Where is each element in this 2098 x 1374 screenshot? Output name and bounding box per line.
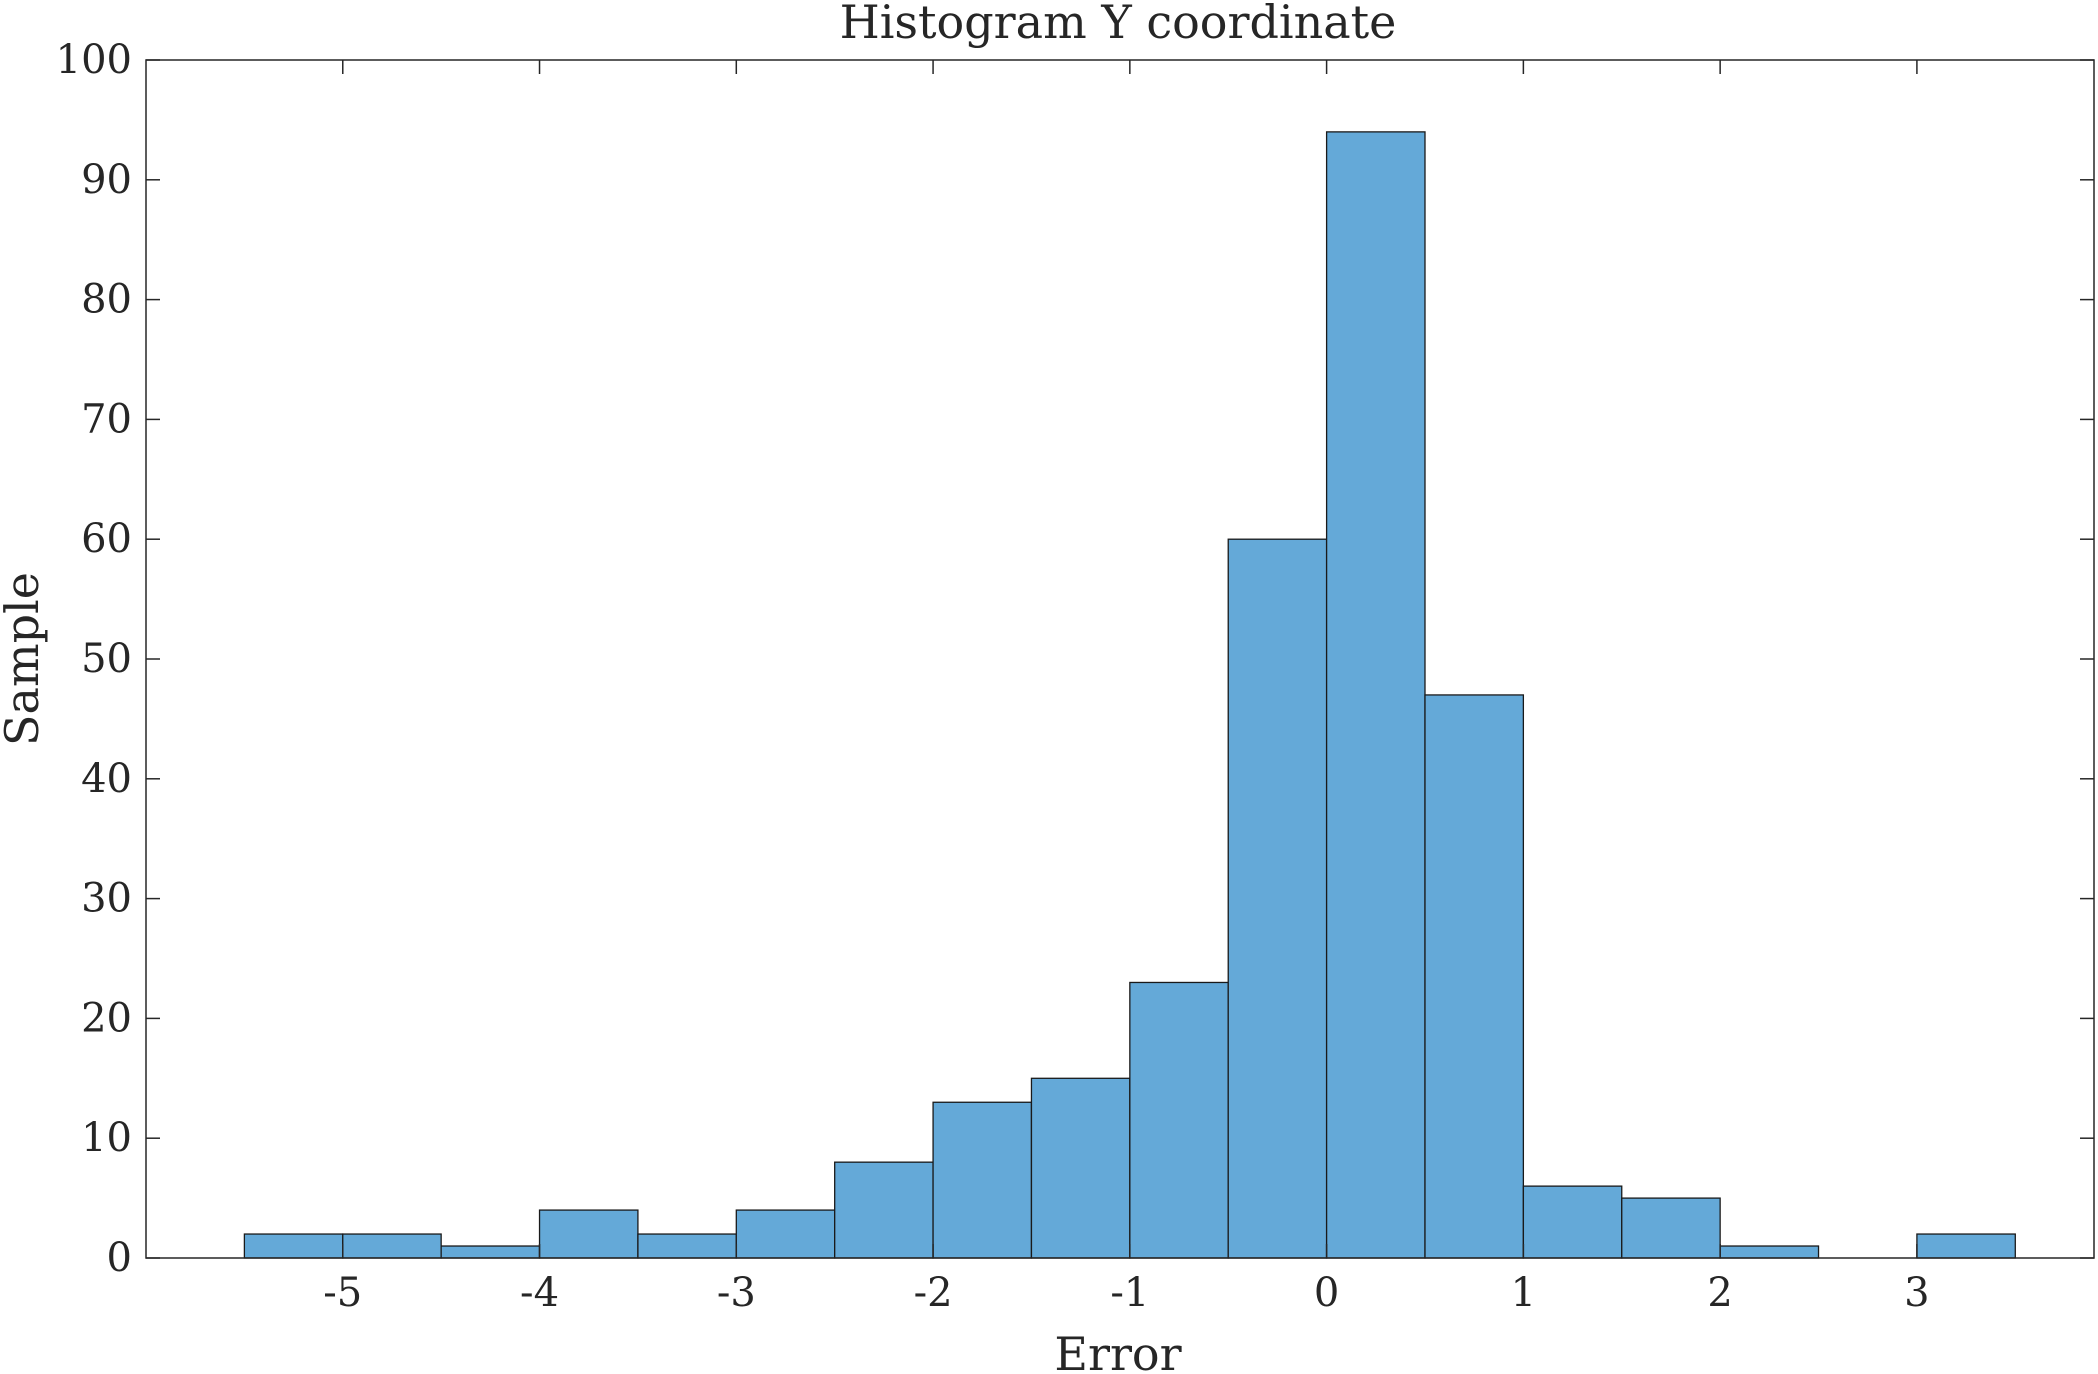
- y-tick-label: 70: [81, 396, 132, 442]
- histogram-bar: [735, 1209, 836, 1259]
- histogram-bar: [1621, 1197, 1721, 1259]
- x-tick-label: -1: [1110, 1270, 1149, 1316]
- x-tick-label: 3: [1904, 1270, 1929, 1316]
- histogram-bar: [1227, 538, 1328, 1259]
- y-tick-label: 40: [81, 756, 132, 802]
- y-tick-label: 30: [81, 876, 132, 922]
- histogram-bar: [342, 1233, 442, 1259]
- plot-area: [146, 60, 2094, 1258]
- x-axis-label: Error: [1054, 1327, 1181, 1374]
- y-tick-label: 50: [81, 636, 132, 682]
- y-tick-label: 10: [81, 1115, 132, 1161]
- y-tick-label: 100: [56, 37, 132, 83]
- y-tick-label: 0: [107, 1235, 132, 1281]
- histogram-bar: [1030, 1077, 1131, 1259]
- y-axis-label: Sample: [0, 572, 49, 746]
- chart-title: Histogram Y coordinate: [840, 0, 1397, 49]
- x-tick-label: -4: [520, 1270, 559, 1316]
- x-tick-label: -2: [914, 1270, 953, 1316]
- histogram-bar: [1719, 1245, 1820, 1259]
- histogram-bar: [834, 1161, 934, 1259]
- histogram-bar: [637, 1233, 737, 1259]
- histogram-bar: [1424, 694, 1525, 1259]
- histogram-bar: [1325, 131, 1426, 1259]
- x-tick-label: 1: [1511, 1270, 1536, 1316]
- histogram-bar: [538, 1209, 639, 1259]
- y-tick-label: 80: [81, 277, 132, 323]
- histogram-bar: [932, 1101, 1033, 1259]
- x-tick-label: 2: [1707, 1270, 1732, 1316]
- histogram-bar: [243, 1233, 344, 1259]
- histogram-bar: [1129, 981, 1229, 1259]
- histogram-bar: [440, 1245, 541, 1259]
- x-tick-label: -3: [717, 1270, 756, 1316]
- y-tick-label: 20: [81, 995, 132, 1041]
- y-tick-label: 90: [81, 157, 132, 203]
- histogram-bar: [1916, 1233, 2016, 1259]
- y-tick-label: 60: [81, 516, 132, 562]
- histogram-bar: [1522, 1185, 1623, 1259]
- x-tick-label: -5: [323, 1270, 362, 1316]
- bars-group: [243, 131, 2016, 1259]
- x-tick-label: 0: [1314, 1270, 1339, 1316]
- axes-group: [145, 59, 2095, 1259]
